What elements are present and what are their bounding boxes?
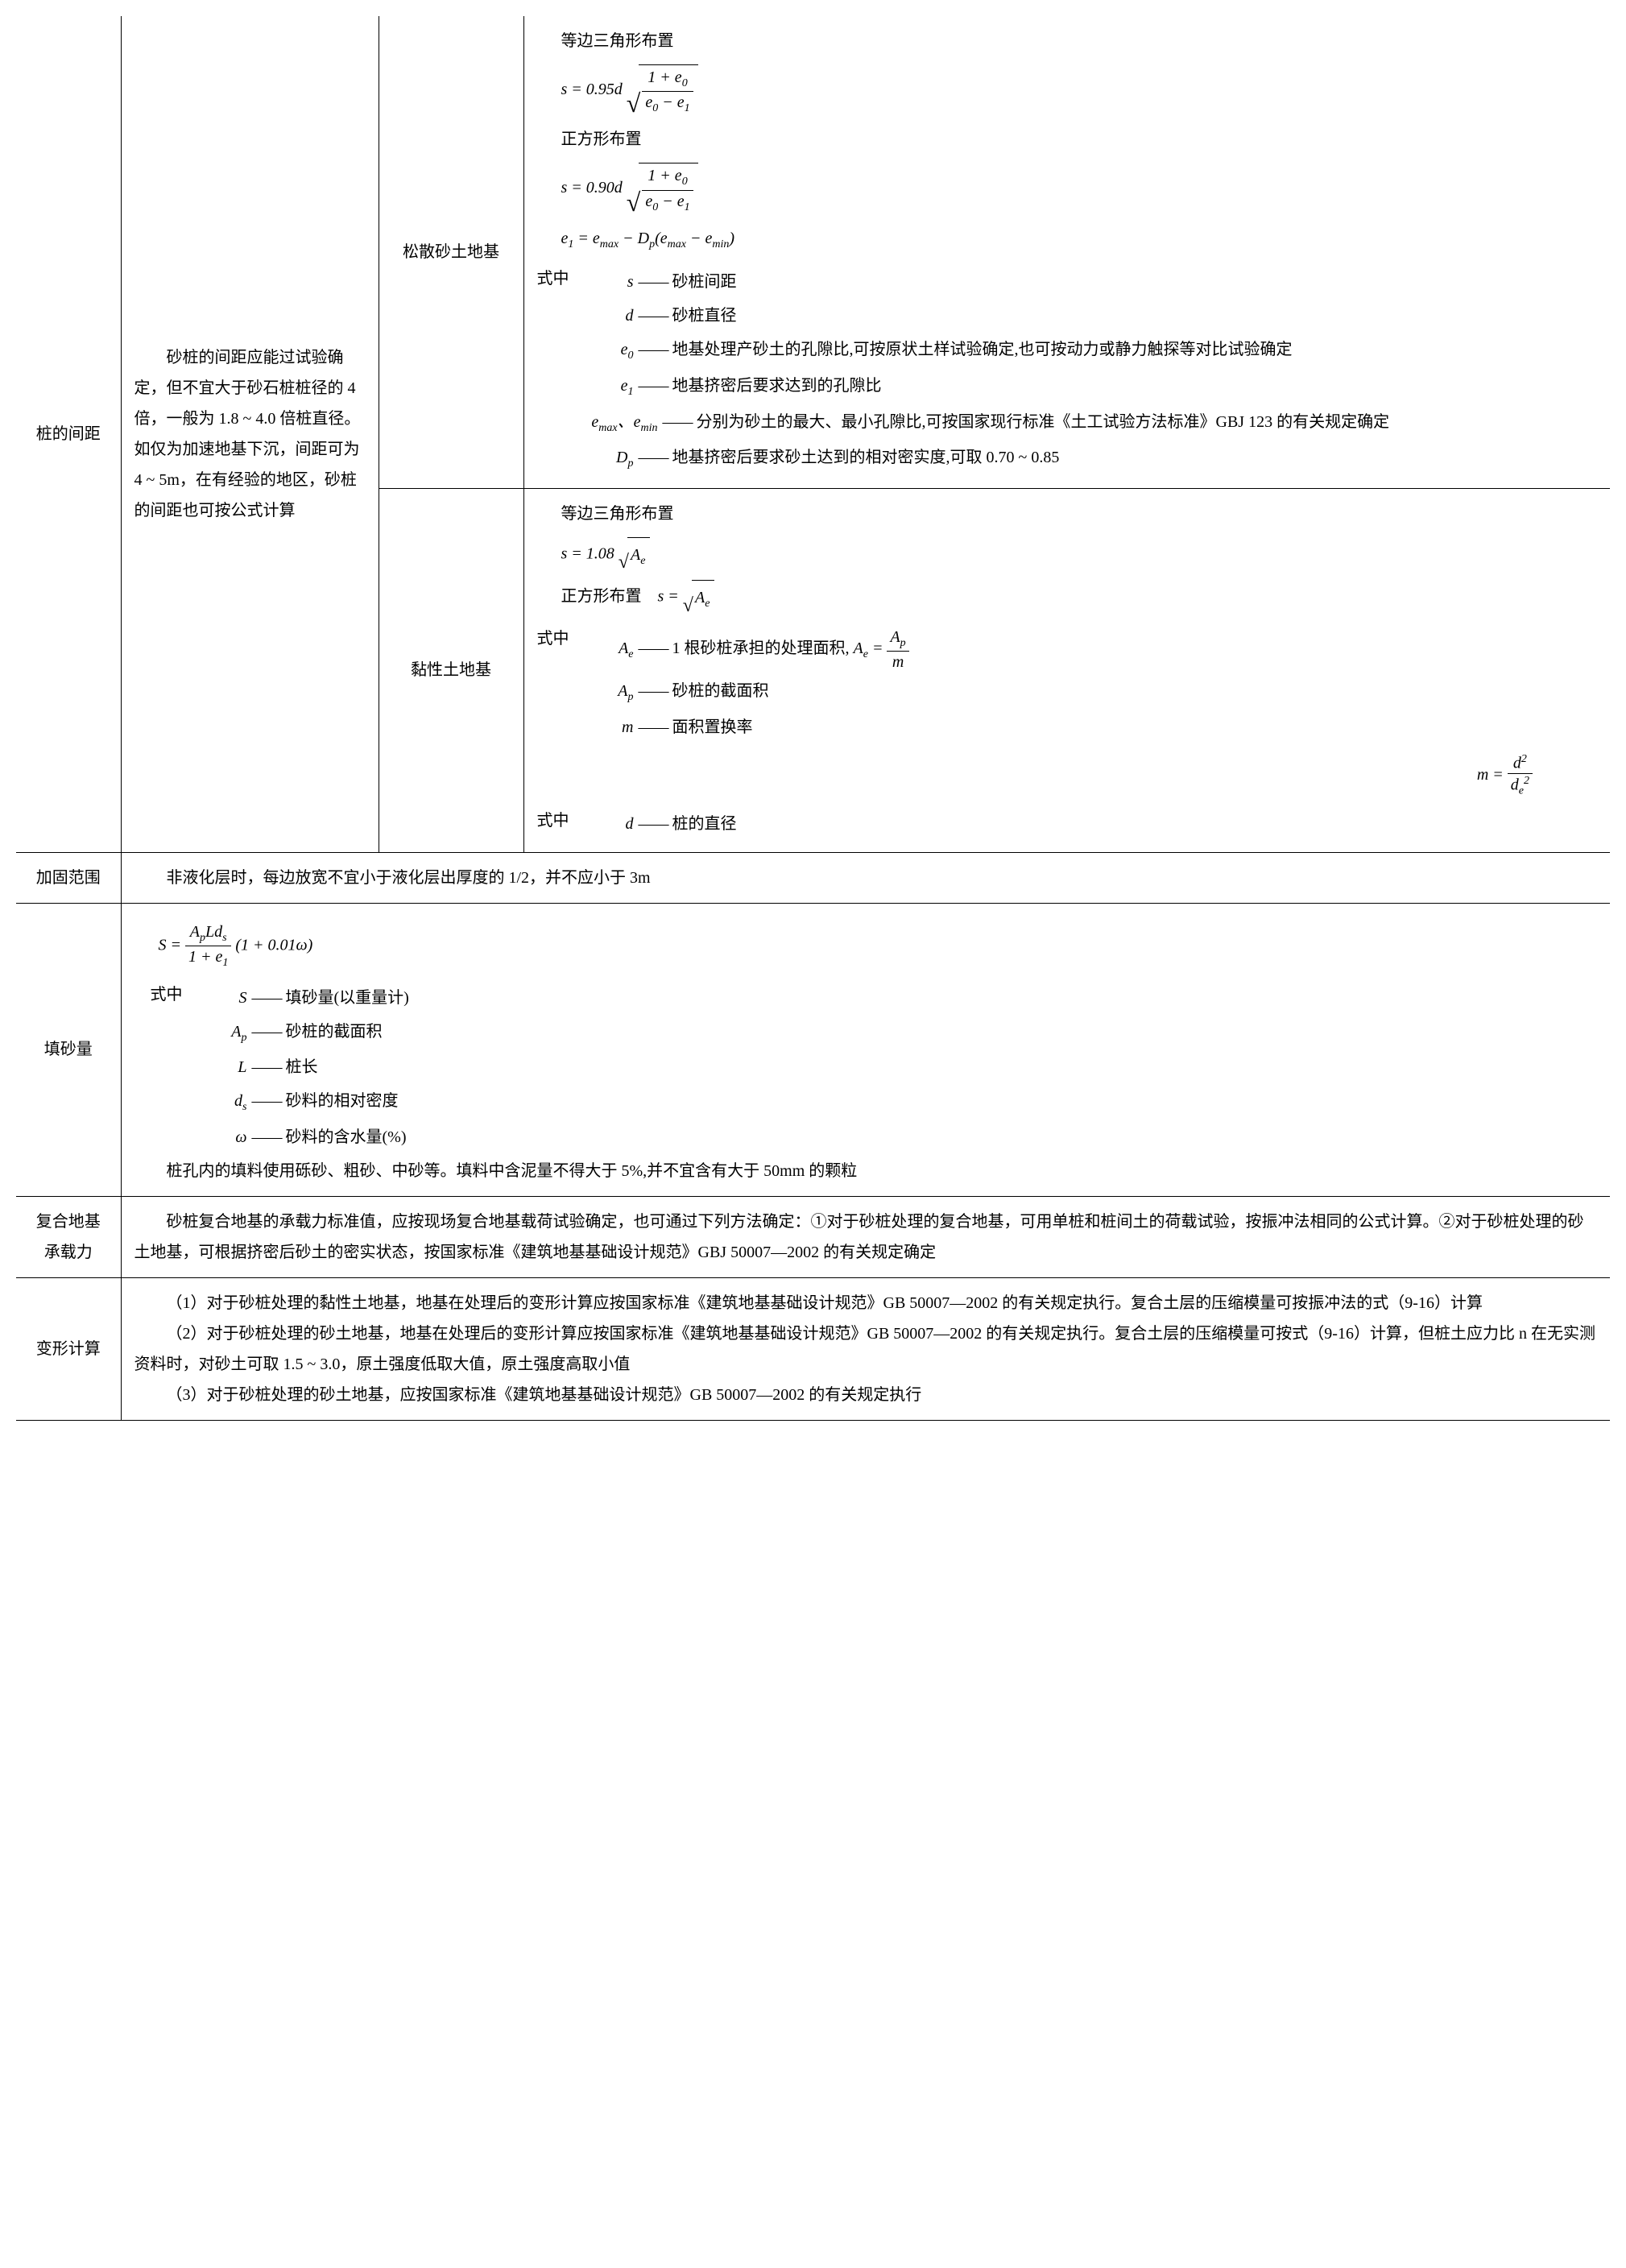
row-label-fill: 填砂量 — [16, 904, 121, 1197]
fill-content: S = ApLds1 + e1 (1 + 0.01ω) 式中 S——填砂量(以重… — [121, 904, 1610, 1197]
row-label-spacing: 桩的间距 — [16, 16, 121, 853]
deform-content: （1）对于砂桩处理的黏性土地基，地基在处理后的变形计算应按国家标准《建筑地基基础… — [121, 1277, 1610, 1420]
range-content: 非液化层时，每边放宽不宜小于液化层出厚度的 1/2，并不应小于 3m — [121, 853, 1610, 904]
row-label-bearing: 复合地基承载力 — [16, 1196, 121, 1277]
row-label-deform: 变形计算 — [16, 1277, 121, 1420]
spec-table: 桩的间距 砂桩的间距应能过试验确定，但不宜大于砂石桩桩径的 4 倍，一般为 1.… — [16, 16, 1610, 1421]
spacing-description: 砂桩的间距应能过试验确定，但不宜大于砂石桩桩径的 4 倍，一般为 1.8 ~ 4… — [121, 16, 379, 853]
clay-label: 黏性土地基 — [379, 488, 523, 852]
row-label-range: 加固范围 — [16, 853, 121, 904]
bearing-content: 砂桩复合地基的承载力标准值，应按现场复合地基载荷试验确定，也可通过下列方法确定：… — [121, 1196, 1610, 1277]
loose-sand-content: 等边三角形布置 s = 0.95d √ 1 + e0e0 − e1 正方形布置 … — [523, 16, 1610, 488]
clay-content: 等边三角形布置 s = 1.08 √Ae 正方形布置 s = √Ae 式中 Ae… — [523, 488, 1610, 852]
loose-sand-label: 松散砂土地基 — [379, 16, 523, 488]
